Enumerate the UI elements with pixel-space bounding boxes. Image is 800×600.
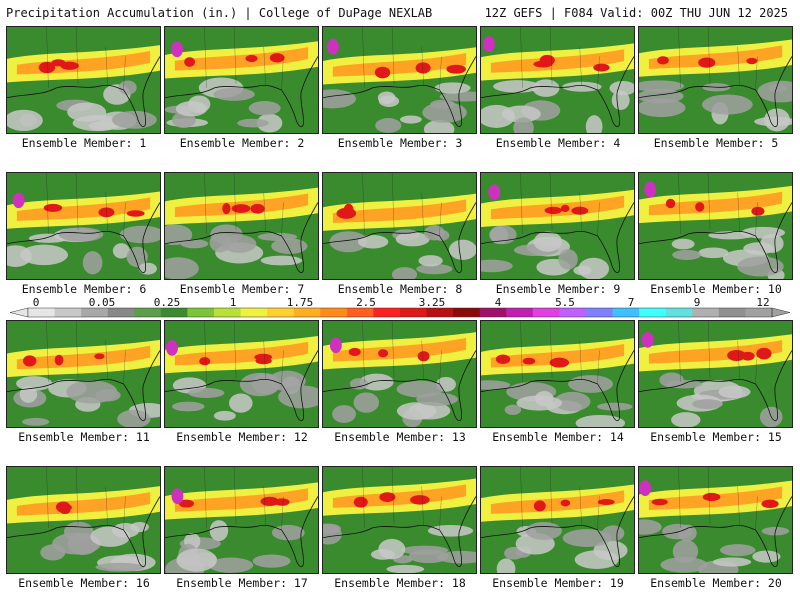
member-map-7	[164, 172, 319, 280]
colorbar-tick-label: 12	[756, 296, 770, 309]
member-map-11	[6, 320, 161, 428]
member-map-13	[322, 320, 477, 428]
member-map-6	[6, 172, 161, 280]
member-map-3	[322, 26, 477, 134]
member-label: Ensemble Member: 9	[495, 282, 621, 296]
colorbar-tick-label: 2.5	[356, 296, 376, 309]
colorbar-tick-label: 1	[229, 296, 237, 309]
run-info: 12Z GEFS | F084 Valid: 00Z THU JUN 12 20…	[484, 6, 788, 20]
member-label: Ensemble Member: 18	[334, 576, 466, 590]
member-label: Ensemble Member: 14	[492, 430, 624, 444]
member-label: Ensemble Member: 20	[650, 576, 782, 590]
member-label: Ensemble Member: 11	[18, 430, 150, 444]
page-title: Precipitation Accumulation (in.) | Colle…	[6, 6, 433, 20]
member-label: Ensemble Member: 17	[176, 576, 308, 590]
member-label: Ensemble Member: 15	[650, 430, 782, 444]
member-map-5	[638, 26, 793, 134]
member-label: Ensemble Member: 3	[337, 136, 463, 150]
member-map-15	[638, 320, 793, 428]
colorbar-tick-label: 4	[494, 296, 502, 309]
colorbar-tick-label: 0.05	[88, 296, 116, 309]
colorbar-tick-label: 7	[627, 296, 635, 309]
member-map-19	[480, 466, 635, 574]
header: Precipitation Accumulation (in.) | Colle…	[0, 0, 800, 24]
member-map-18	[322, 466, 477, 574]
colorbar-tick-label: 9	[693, 296, 701, 309]
member-map-1	[6, 26, 161, 134]
member-label: Ensemble Member: 4	[495, 136, 621, 150]
member-map-16	[6, 466, 161, 574]
member-map-12	[164, 320, 319, 428]
member-label: Ensemble Member: 5	[653, 136, 779, 150]
member-map-9	[480, 172, 635, 280]
member-label: Ensemble Member: 7	[179, 282, 305, 296]
member-label: Ensemble Member: 2	[179, 136, 305, 150]
member-map-2	[164, 26, 319, 134]
colorbar-tick-label: 0	[32, 296, 40, 309]
member-map-20	[638, 466, 793, 574]
colorbar-tick-label: 1.75	[286, 296, 314, 309]
colorbar	[8, 296, 792, 320]
member-label: Ensemble Member: 1	[21, 136, 147, 150]
member-label: Ensemble Member: 12	[176, 430, 308, 444]
colorbar-tick-label: 3.25	[418, 296, 446, 309]
member-label: Ensemble Member: 13	[334, 430, 466, 444]
colorbar-tick-label: 0.25	[153, 296, 181, 309]
member-label: Ensemble Member: 19	[492, 576, 624, 590]
member-label: Ensemble Member: 10	[650, 282, 782, 296]
member-label: Ensemble Member: 8	[337, 282, 463, 296]
member-map-10	[638, 172, 793, 280]
member-map-17	[164, 466, 319, 574]
member-label: Ensemble Member: 6	[21, 282, 147, 296]
member-map-4	[480, 26, 635, 134]
member-map-8	[322, 172, 477, 280]
member-map-14	[480, 320, 635, 428]
member-label: Ensemble Member: 16	[18, 576, 150, 590]
colorbar-tick-label: 5.5	[555, 296, 575, 309]
